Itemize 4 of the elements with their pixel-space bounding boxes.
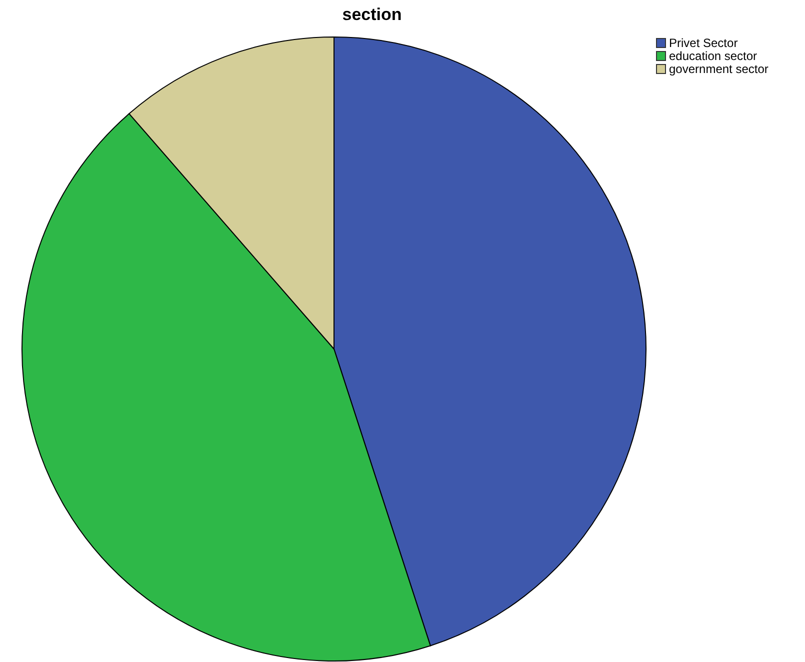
chart-title: section [341,5,403,25]
legend-label: education sector [669,48,758,62]
legend-label: government sector [669,62,768,76]
legend-label: Privet Sector [669,36,738,50]
